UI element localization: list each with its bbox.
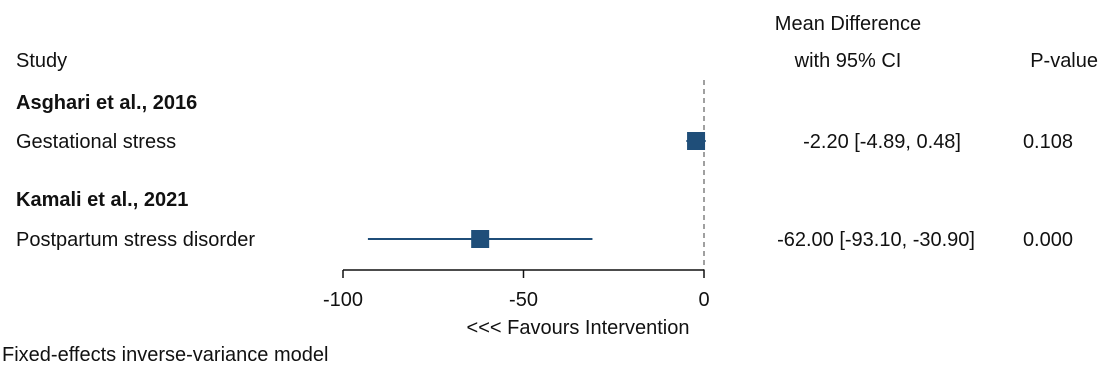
row-ci-gestational-stress: -2.20 [-4.89, 0.48] xyxy=(803,131,961,153)
header-pvalue: P-value xyxy=(1030,50,1098,72)
point-marker-gestational-stress xyxy=(687,132,706,150)
header-study: Study xyxy=(16,50,67,72)
x-axis-tick-label: 0 xyxy=(698,289,709,311)
point-marker-postpartum-stress xyxy=(471,230,490,248)
row-label-postpartum-stress: Postpartum stress disorder xyxy=(16,229,255,251)
row-pvalue-postpartum-stress: 0.000 xyxy=(1023,229,1073,251)
x-axis-tick-label: -100 xyxy=(323,289,363,311)
footnote: Fixed-effects inverse-variance model xyxy=(2,344,328,366)
header-effect-line2: with 95% CI xyxy=(794,50,902,72)
row-ci-postpartum-stress: -62.00 [-93.10, -30.90] xyxy=(777,229,975,251)
x-axis-ticks: -100 -50 0 xyxy=(323,270,710,311)
header-effect-line1: Mean Difference xyxy=(775,13,921,35)
group-title-kamali: Kamali et al., 2021 xyxy=(16,189,188,211)
x-axis-label: <<< Favours Intervention xyxy=(467,317,690,339)
x-axis-tick-label: -50 xyxy=(509,289,538,311)
row-label-gestational-stress: Gestational stress xyxy=(16,131,176,153)
group-title-asghari: Asghari et al., 2016 xyxy=(16,92,197,114)
row-pvalue-gestational-stress: 0.108 xyxy=(1023,131,1073,153)
